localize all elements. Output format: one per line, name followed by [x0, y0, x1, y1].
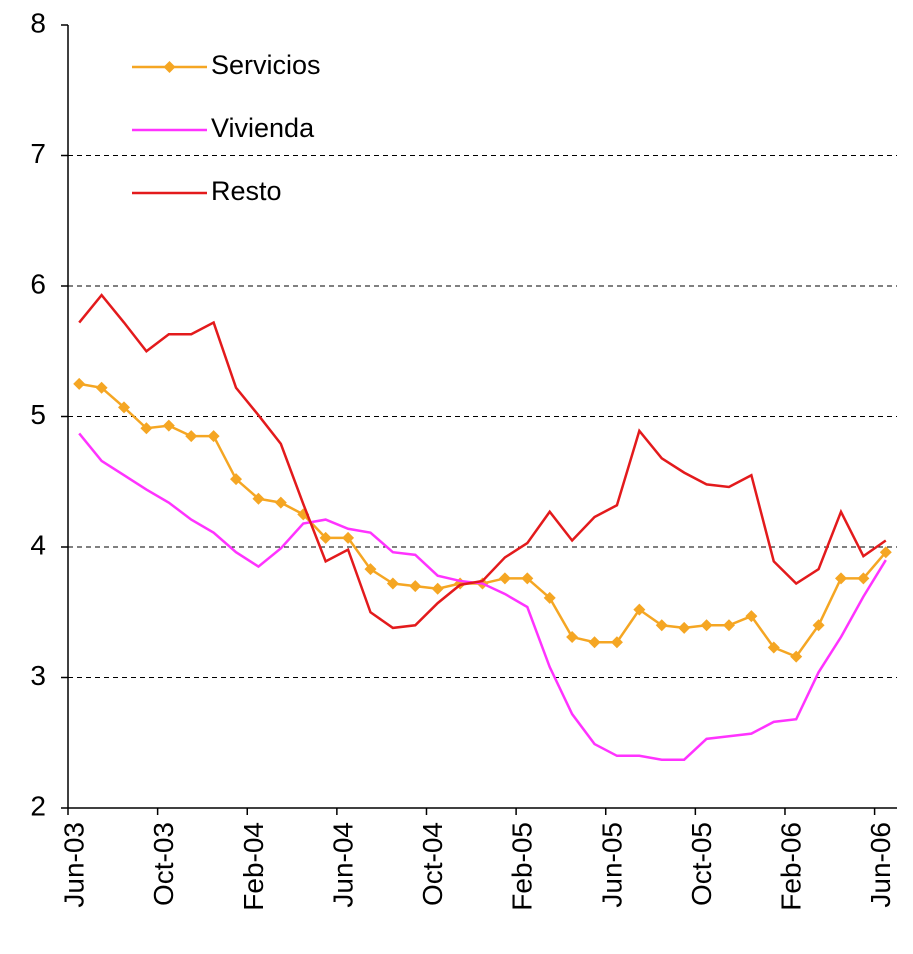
- legend-label: Resto: [211, 176, 282, 206]
- y-tick-label: 7: [30, 138, 46, 169]
- series-marker: [73, 378, 85, 390]
- legend-label: Vivienda: [211, 113, 315, 143]
- series-marker: [589, 636, 601, 648]
- series-marker: [208, 430, 220, 442]
- chart: 2 3 4 5 6 7 8 Jun-03 Oct-03 Feb-04 Jun-04 Oct-04 Feb…: [0, 0, 913, 954]
- legend-marker: [164, 61, 176, 73]
- y-tick-label: 2: [30, 790, 46, 821]
- series-marker: [432, 583, 444, 595]
- grid: [68, 156, 897, 678]
- series-marker: [835, 572, 847, 584]
- series-marker: [678, 622, 690, 634]
- series: [73, 295, 892, 760]
- legend-label: Servicios: [211, 50, 321, 80]
- y-tick-label: 6: [30, 268, 46, 299]
- series-marker: [163, 420, 175, 432]
- series-marker: [566, 631, 578, 643]
- y-tick-label: 8: [30, 7, 46, 38]
- x-tick-label: Jun-03: [59, 822, 90, 908]
- x-tick-label: Oct-05: [686, 822, 717, 906]
- series-marker: [499, 572, 511, 584]
- series-marker: [409, 580, 421, 592]
- series-marker: [723, 619, 735, 631]
- y-tick-label: 5: [30, 399, 46, 430]
- x-tick-label: Jun-04: [327, 822, 358, 908]
- x-tick-label: Jun-06: [865, 822, 896, 908]
- series-line: [79, 433, 886, 759]
- legend: Servicios Vivienda Resto: [132, 50, 321, 206]
- x-tick-label: Oct-03: [148, 822, 179, 906]
- series-line: [79, 384, 886, 657]
- series-marker: [701, 619, 713, 631]
- x-tick-label: Feb-06: [776, 822, 807, 911]
- y-tick-label: 4: [30, 529, 46, 560]
- x-tick-label: Feb-05: [507, 822, 538, 911]
- x-tick-label: Feb-04: [238, 822, 269, 911]
- y-tick-label: 3: [30, 660, 46, 691]
- axes: 2 3 4 5 6 7 8 Jun-03 Oct-03 Feb-04 Jun-04 Oct-04 Feb…: [30, 7, 897, 910]
- series-marker: [185, 430, 197, 442]
- x-tick-label: Oct-04: [417, 822, 448, 906]
- series-marker: [275, 497, 287, 509]
- series-marker: [387, 578, 399, 590]
- x-tick-label: Jun-05: [596, 822, 627, 908]
